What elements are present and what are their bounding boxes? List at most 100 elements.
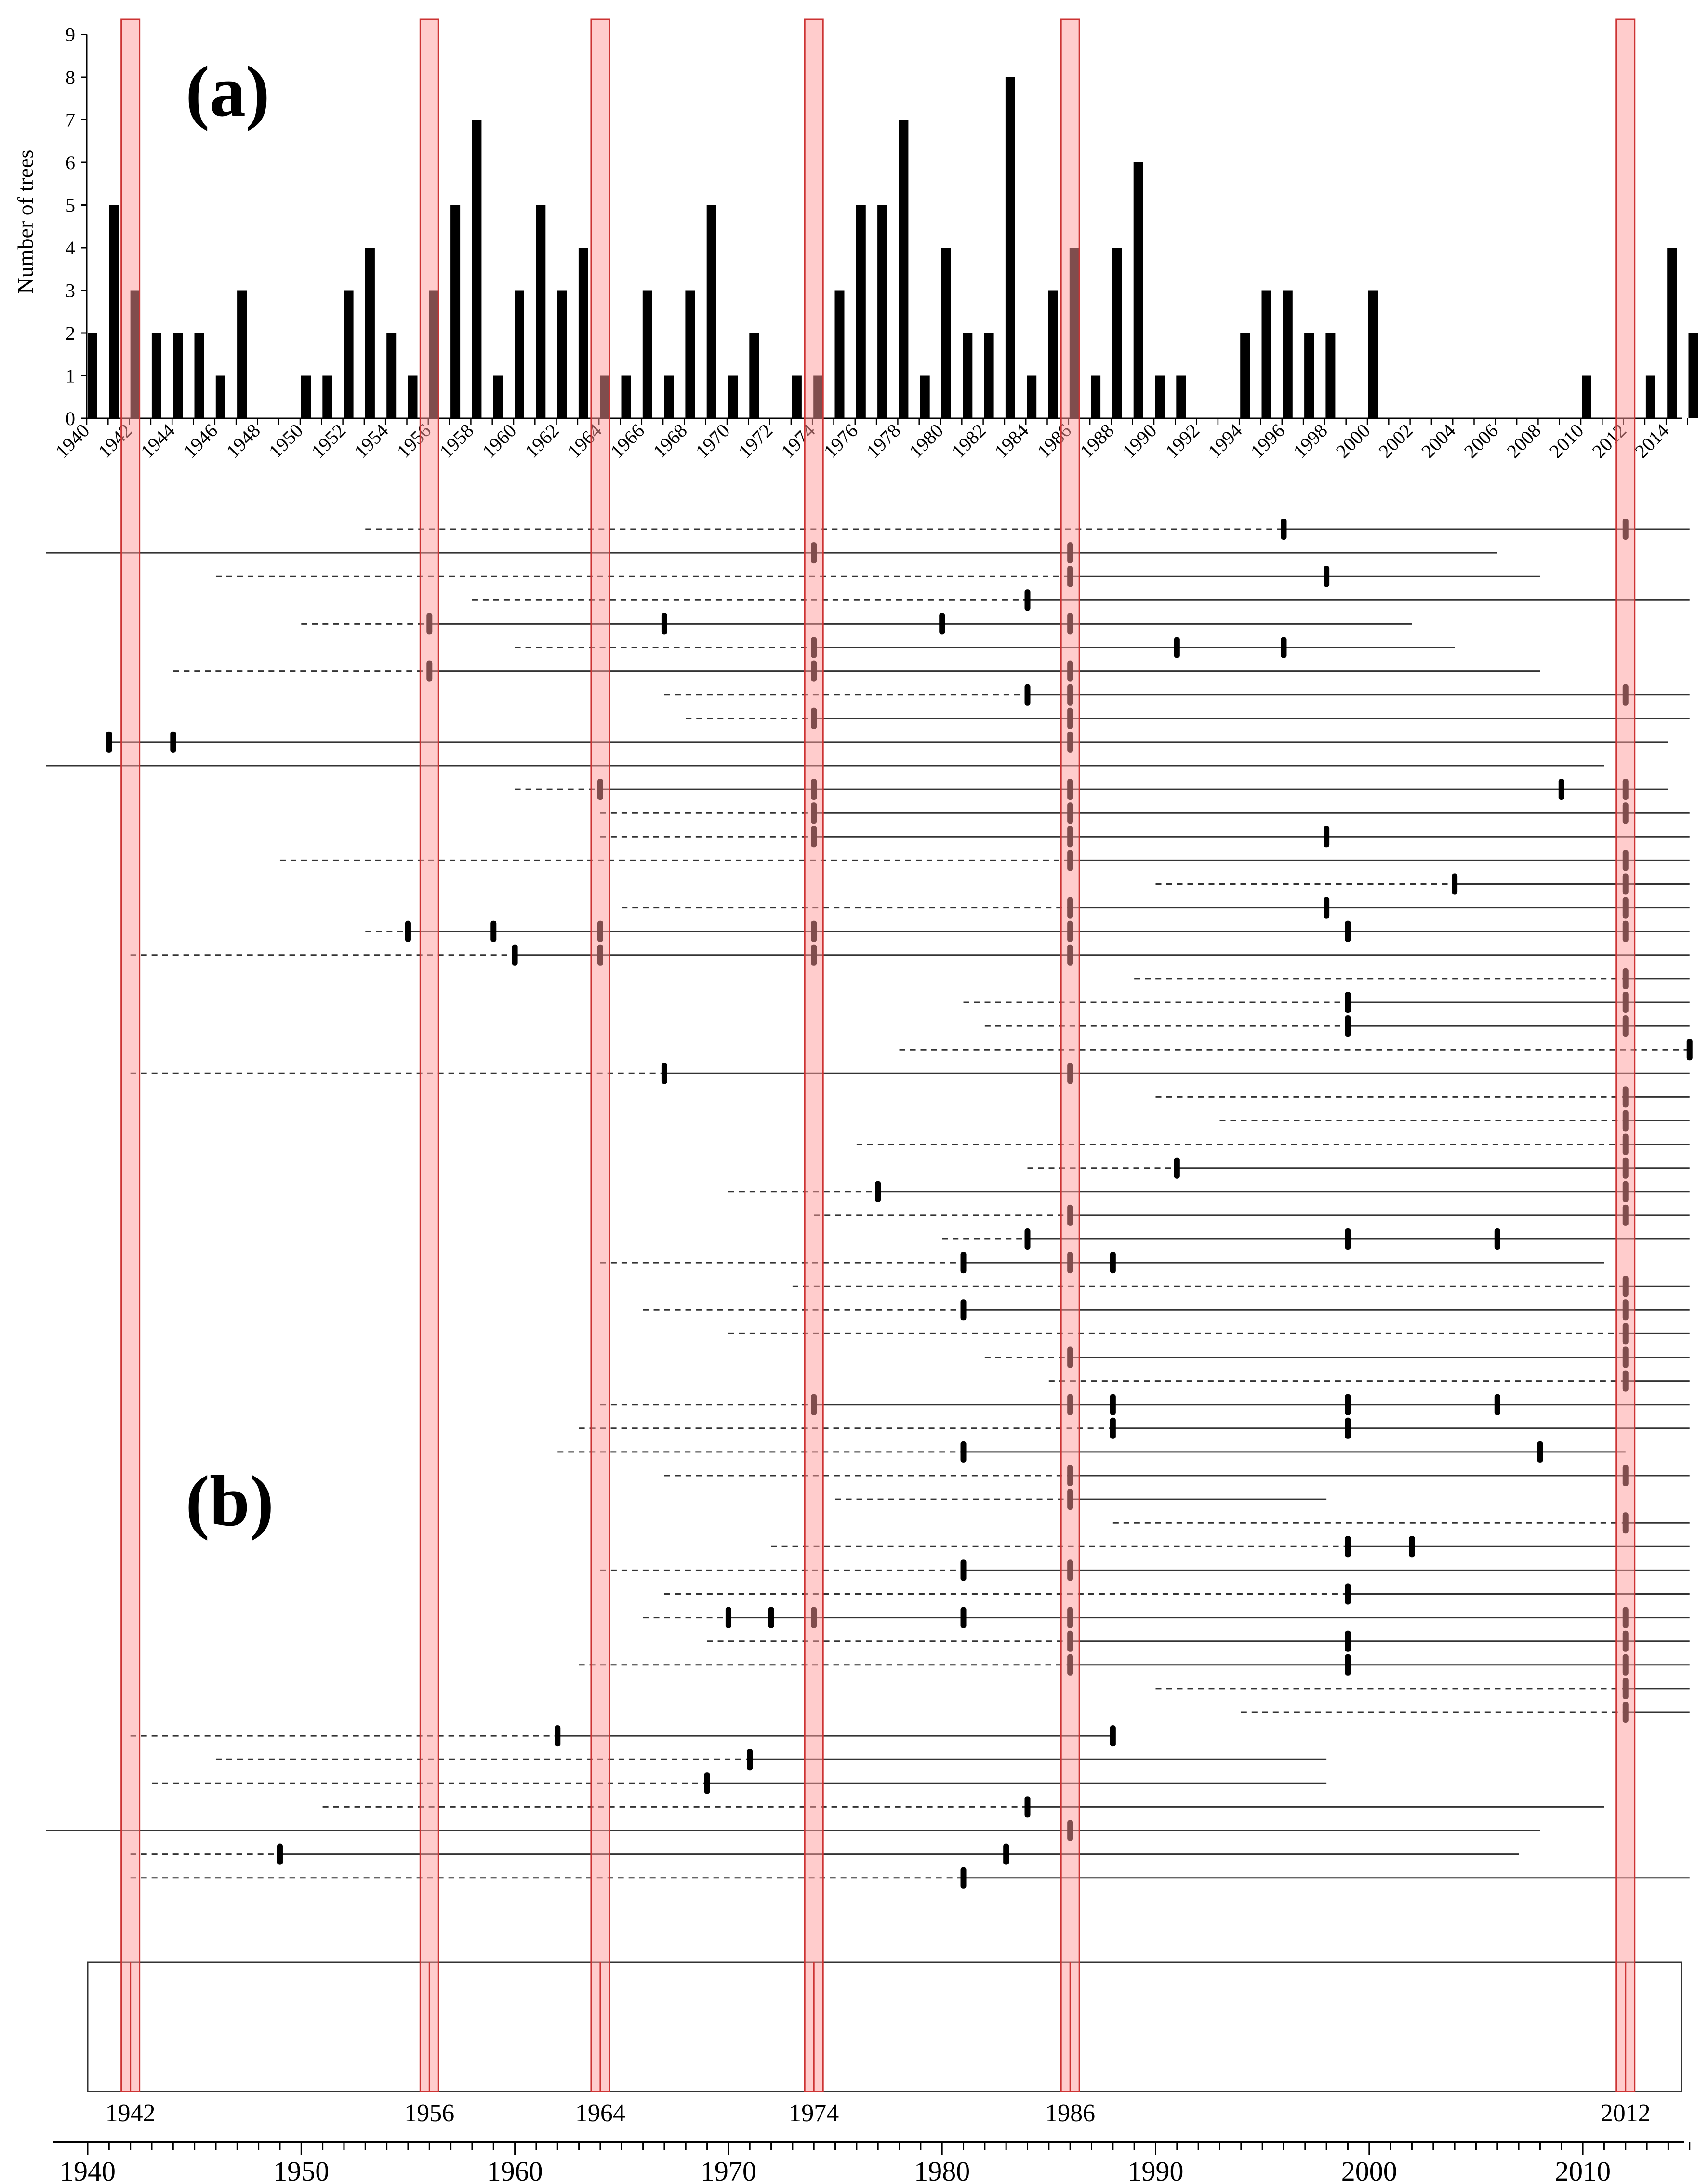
x-tick-label-2010: 2010 [1545, 420, 1588, 462]
release-event-1999 [1345, 1583, 1351, 1605]
release-event-1999 [1345, 1654, 1351, 1676]
bar-1946 [215, 375, 225, 418]
bar-1959 [493, 375, 503, 418]
highlight-band-1964 [590, 18, 610, 2092]
tree-series-10 [106, 731, 1668, 753]
bar-1952 [344, 290, 354, 418]
y-tick-label: 1 [66, 365, 75, 387]
tree-series-1 [365, 519, 1690, 540]
release-event-2006 [1494, 1228, 1500, 1250]
y-tick-label: 2 [66, 322, 75, 344]
bar-1951 [322, 375, 332, 418]
highlight-year-label-1942: 1942 [106, 2100, 156, 2127]
bottom-tick-label-1960: 1960 [487, 2156, 543, 2184]
tree-series-15 [279, 850, 1690, 871]
x-tick-label-2008: 2008 [1502, 420, 1545, 462]
release-event-2009 [1558, 779, 1564, 800]
tree-series-7 [173, 660, 1540, 682]
y-tick-label: 6 [66, 152, 75, 173]
release-event-1967 [661, 613, 667, 635]
release-event-1980 [939, 613, 945, 635]
bar-1958 [472, 120, 482, 418]
tree-series-45 [600, 1559, 1690, 1581]
tree-series-14 [600, 826, 1690, 848]
y-tick-label: 9 [66, 24, 75, 46]
bar-1945 [194, 333, 204, 418]
tree-series-4 [472, 589, 1690, 611]
x-tick-label-1990: 1990 [1118, 420, 1161, 462]
tree-series-16 [1155, 873, 1690, 895]
release-event-1984 [1024, 1228, 1031, 1250]
bar-1940 [88, 333, 97, 418]
x-tick-label-1946: 1946 [179, 420, 222, 462]
y-tick-label: 5 [66, 195, 75, 216]
bar-1947 [237, 290, 247, 418]
release-event-1998 [1324, 826, 1330, 848]
highlight-band-2012 [1615, 18, 1636, 2092]
release-event-1972 [768, 1607, 774, 1628]
bar-2015 [1688, 333, 1698, 418]
bar-1975 [834, 290, 845, 418]
bar-1980 [941, 248, 951, 418]
tree-series-53 [215, 1749, 1327, 1771]
tree-series-48 [707, 1630, 1690, 1652]
tree-series-29 [728, 1181, 1690, 1202]
tree-series-25 [1155, 1086, 1690, 1108]
bar-1990 [1155, 375, 1165, 418]
x-tick-label-1970: 1970 [691, 420, 734, 462]
x-tick-label-1950: 1950 [265, 420, 307, 462]
bar-1969 [706, 205, 716, 418]
bottom-tick-label-2000: 2000 [1341, 2156, 1397, 2184]
bar-1981 [963, 333, 973, 418]
tree-series-39 [579, 1417, 1690, 1439]
release-event-2015 [1686, 1039, 1693, 1061]
bar-2014 [1667, 248, 1677, 418]
bar-1970 [728, 375, 738, 418]
y-axis-label: Number of trees [13, 150, 38, 294]
release-event-1999 [1345, 1015, 1351, 1037]
bar-1984 [1027, 375, 1037, 418]
x-tick-label-1962: 1962 [521, 420, 563, 462]
tree-series-38 [600, 1394, 1690, 1415]
highlight-year-label-1956: 1956 [404, 2100, 454, 2127]
tree-series-30 [814, 1204, 1690, 1226]
tree-series-27 [856, 1133, 1690, 1155]
bar-1982 [984, 333, 994, 418]
bar-1961 [536, 205, 546, 418]
tree-series-42 [835, 1489, 1327, 1510]
x-tick-label-2000: 2000 [1332, 420, 1374, 462]
release-event-1996 [1281, 519, 1287, 540]
highlight-band-1974 [804, 18, 824, 2092]
bar-1997 [1304, 333, 1314, 418]
bar-1994 [1240, 333, 1250, 418]
bottom-tick-label-1970: 1970 [701, 2156, 756, 2184]
tree-series-43 [1112, 1512, 1690, 1534]
tree-series-22 [984, 1015, 1690, 1037]
bar-1998 [1325, 333, 1336, 418]
tree-series-36 [984, 1346, 1690, 1368]
tree-series-18 [365, 920, 1690, 942]
bar-1953 [365, 248, 375, 418]
highlight-year-label-1974: 1974 [789, 2100, 839, 2127]
panel-label-a: (a) [185, 52, 270, 132]
tree-series-37 [1048, 1370, 1690, 1392]
release-event-1962 [555, 1725, 561, 1747]
y-tick-label: 8 [66, 67, 75, 88]
x-tick-label-1992: 1992 [1161, 420, 1204, 462]
release-event-1984 [1024, 589, 1031, 611]
x-tick-label-2004: 2004 [1417, 420, 1459, 462]
tree-series-6 [515, 637, 1455, 658]
bar-1944 [173, 333, 183, 418]
highlight-year-label-1964: 1964 [575, 2100, 625, 2127]
y-tick-label: 3 [66, 280, 75, 302]
release-event-1971 [747, 1749, 753, 1771]
tree-series-44 [771, 1536, 1690, 1558]
release-event-1991 [1174, 1157, 1180, 1179]
bar-1955 [408, 375, 418, 418]
tree-series-28 [1027, 1157, 1690, 1179]
release-event-1999 [1345, 1536, 1351, 1558]
bar-1991 [1176, 375, 1186, 418]
bar-1941 [109, 205, 119, 418]
highlight-band-1956 [419, 18, 439, 2092]
